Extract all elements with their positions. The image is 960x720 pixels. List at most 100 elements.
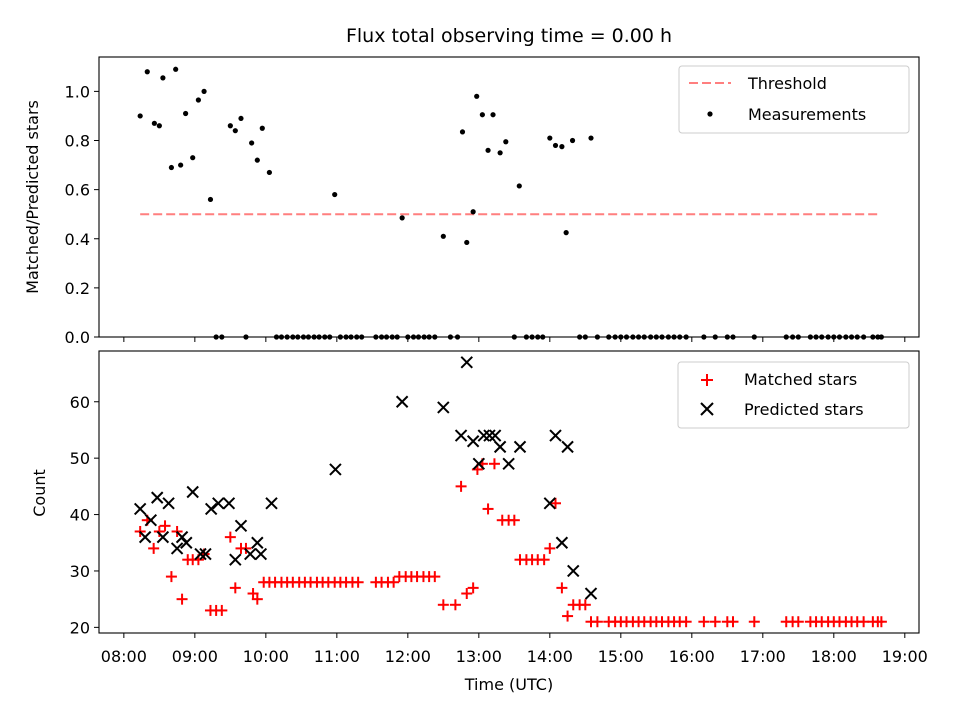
matched-star-point	[461, 588, 473, 600]
top-legend-box	[678, 65, 910, 134]
measurement-point	[178, 162, 184, 168]
matched-star-point	[858, 616, 870, 628]
predicted-star-point	[561, 440, 574, 454]
x-tick-label: 12:00	[385, 647, 431, 666]
top-plot-frame	[98, 56, 920, 338]
matched-star-point	[579, 599, 591, 611]
predicted-star-point	[162, 497, 175, 510]
chart-title: Flux total observing time = 0.00 h	[346, 25, 672, 47]
predicted-star-point	[584, 587, 598, 600]
measurement-point	[490, 112, 496, 118]
measurement-point	[207, 196, 214, 203]
matched-stars-series	[134, 458, 887, 628]
star-count-panel: 20 30 40 50 60 08:00 09:00 10:00 11:00 12:00 13:0…	[30, 350, 928, 694]
measurement-point	[547, 135, 553, 141]
legend-threshold-label: Threshold	[747, 74, 827, 93]
x-tick-label: 19:00	[882, 647, 928, 666]
matched-star-point	[429, 571, 441, 583]
measurement-point	[183, 110, 189, 117]
measurement-point	[485, 147, 491, 153]
matched-star-point	[352, 576, 364, 588]
measurement-point	[227, 123, 233, 129]
matched-star-point	[455, 480, 467, 492]
bottom-y-tick-label: 20	[70, 618, 90, 637]
legend-matched-swatch	[701, 374, 713, 386]
bottom-legend-box	[677, 361, 910, 429]
x-tick-label: 17:00	[740, 647, 786, 666]
measurement-point	[459, 129, 466, 135]
measurement-point	[559, 144, 565, 150]
top-y-ticks: 0.0 0.2 0.4 0.6 0.8 1.0	[65, 82, 99, 347]
predicted-star-point	[222, 497, 236, 510]
measurement-point	[254, 157, 260, 163]
matched-star-point	[562, 610, 574, 622]
top-y-tick-label: 1.0	[65, 82, 90, 101]
matched-star-point	[467, 582, 479, 594]
predicted-star-point	[472, 457, 486, 471]
measurement-point	[160, 75, 166, 81]
top-legend: Threshold Measurements	[678, 65, 910, 134]
predicted-star-point	[395, 395, 409, 408]
predicted-star-point	[186, 485, 199, 499]
matched-star-point	[216, 604, 228, 616]
measurement-point	[137, 113, 143, 119]
x-tick-label: 08:00	[101, 647, 147, 666]
matched-star-point	[591, 616, 603, 628]
bottom-x-ticks: 08:00 09:00 10:00 11:00 12:00 13:00 14:00 15:00…	[101, 633, 928, 666]
measurement-point	[479, 112, 485, 118]
top-y-tick-label: 0.2	[65, 279, 90, 298]
predicted-star-point	[151, 491, 164, 504]
measurement-point	[201, 88, 207, 94]
predicted-star-point	[513, 440, 527, 454]
predicted-star-point	[180, 536, 193, 549]
predicted-star-point	[170, 542, 184, 555]
predicted-star-point	[555, 536, 569, 549]
matched-star-point	[727, 616, 739, 628]
matched-star-point	[176, 593, 188, 605]
predicted-star-point	[329, 463, 342, 476]
matched-star-point	[224, 531, 236, 543]
x-tick-label: 14:00	[527, 647, 573, 666]
bottom-y-tick-label: 50	[70, 449, 90, 468]
measurement-point	[144, 69, 150, 75]
legend-matched-label: Matched stars	[744, 370, 857, 389]
matched-star-point	[247, 588, 259, 600]
matched-star-point	[153, 525, 165, 537]
x-tick-label: 10:00	[243, 647, 289, 666]
x-axis-label: Time (UTC)	[464, 675, 553, 694]
measurement-point	[151, 120, 157, 126]
matched-star-point	[388, 576, 400, 588]
bottom-legend: Matched stars Predicted stars	[677, 361, 910, 429]
predicted-star-point	[244, 547, 257, 561]
bottom-y-ticks: 20 30 40 50 60	[70, 393, 99, 637]
predicted-star-point	[229, 553, 242, 566]
matched-star-point	[449, 599, 461, 611]
measurement-point	[470, 209, 476, 215]
matched-star-point	[709, 616, 721, 628]
matched-star-point	[550, 497, 562, 509]
measurement-point	[569, 137, 576, 144]
x-tick-label: 09:00	[172, 647, 218, 666]
measurement-point	[497, 150, 503, 156]
predicted-star-point	[156, 530, 170, 544]
predicted-star-point	[549, 429, 562, 442]
measurement-point	[516, 183, 522, 189]
predicted-star-point	[466, 435, 480, 448]
measurement-point	[156, 123, 162, 129]
measurement-point	[259, 125, 265, 131]
predicted-star-point	[477, 429, 491, 442]
predicted-star-point	[488, 429, 502, 442]
bottom-y-tick-label: 30	[70, 562, 90, 581]
predicted-star-point	[251, 536, 264, 549]
predicted-star-point	[254, 547, 268, 561]
matched-star-point	[159, 520, 171, 532]
predicted-star-point	[454, 429, 468, 442]
x-tick-label: 11:00	[314, 647, 360, 666]
predicted-stars-series	[133, 356, 598, 600]
predicted-star-point	[144, 513, 158, 527]
matched-star-point	[792, 616, 804, 628]
predicted-star-point	[543, 497, 557, 510]
predicted-star-point	[133, 502, 147, 516]
predicted-star-point	[204, 502, 218, 516]
